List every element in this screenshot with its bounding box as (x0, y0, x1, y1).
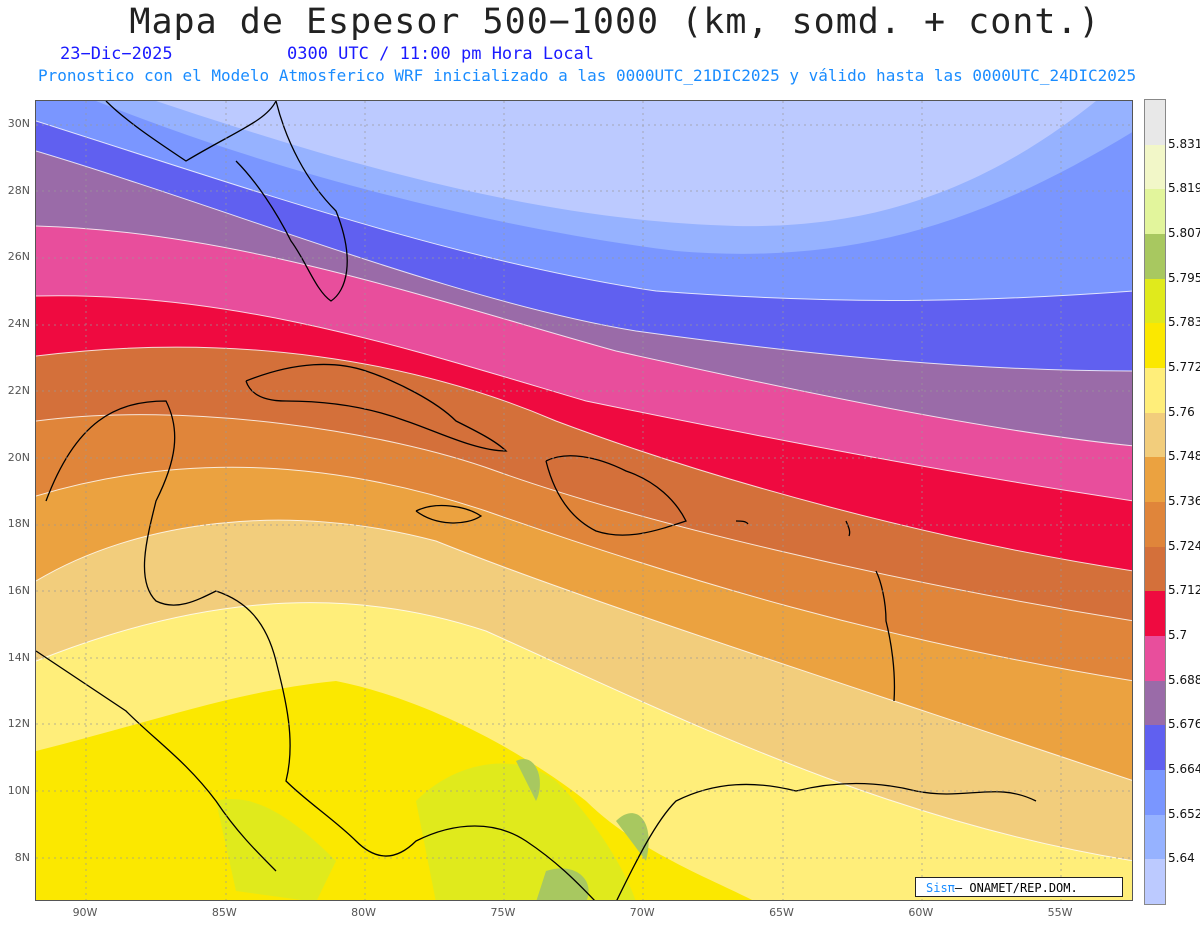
credit-text: ONAMET/REP.DOM. (962, 881, 1078, 895)
legend-value: 5.772 (1168, 360, 1200, 374)
legend-swatch (1145, 144, 1165, 190)
lat-label: 14N (7, 650, 30, 664)
legend-value: 5.783 (1168, 315, 1200, 330)
lon-label: 80W (351, 906, 377, 919)
lat-label: 20N (7, 450, 30, 464)
legend-value: 5.7 (1168, 628, 1188, 642)
legend-value: 5.795 (1168, 270, 1200, 285)
legend-value: 5.819 (1168, 181, 1200, 196)
forecast-time: 0300 UTC / 11:00 pm Hora Local (287, 44, 595, 64)
legend-swatch (1145, 502, 1165, 547)
legend-swatch (1145, 725, 1165, 770)
legend-swatch (1145, 234, 1165, 279)
lon-label: 60W (908, 906, 934, 919)
thickness-map (35, 100, 1133, 901)
legend-swatch (1145, 859, 1165, 904)
legend-value: 5.664 (1168, 762, 1200, 776)
legend-swatch (1145, 814, 1165, 860)
legend-swatch (1145, 457, 1165, 502)
legend-value: 5.831 (1168, 136, 1200, 151)
legend-swatch (1145, 546, 1165, 592)
legend-swatch (1145, 100, 1165, 145)
lat-label: 18N (7, 517, 30, 531)
map-svg (36, 101, 1132, 900)
legend-swatch (1145, 368, 1165, 413)
legend-value: 5.748 (1168, 449, 1200, 464)
lon-label: 70W (629, 906, 655, 919)
credit-brand: Sisπ (926, 881, 955, 895)
color-legend (1144, 99, 1166, 905)
lon-label: 75W (490, 906, 516, 919)
legend-swatch (1145, 323, 1165, 368)
legend-value: 5.676 (1168, 717, 1200, 732)
credit-box: Sisπ– ONAMET/REP.DOM. (915, 877, 1123, 897)
legend-value: 5.807 (1168, 226, 1200, 240)
lat-label: 22N (7, 383, 30, 397)
lat-label: 10N (7, 784, 30, 797)
lat-label: 24N (7, 317, 30, 331)
legend-swatch (1145, 770, 1165, 815)
lon-label: 85W (211, 906, 237, 919)
map-title: Mapa de Espesor 500−1000 (km, somd. + co… (129, 2, 1101, 42)
lat-label: 16N (7, 583, 30, 597)
forecast-date: 23−Dic−2025 (60, 44, 173, 64)
lat-label: 8N (14, 850, 30, 864)
legend-value: 5.724 (1168, 538, 1200, 553)
lat-label: 30N (7, 117, 30, 130)
model-description: Pronostico con el Modelo Atmosferico WRF… (38, 66, 1137, 85)
legend-value: 5.76 (1168, 404, 1195, 419)
lon-label: 90W (72, 906, 98, 919)
legend-value: 5.712 (1168, 583, 1200, 598)
legend-swatch (1145, 680, 1165, 726)
lat-label: 12N (7, 717, 30, 731)
lon-label: 65W (769, 906, 794, 919)
legend-swatch (1145, 591, 1165, 636)
legend-swatch (1145, 636, 1165, 681)
legend-swatch (1145, 412, 1165, 458)
legend-value: 5.64 (1168, 851, 1195, 866)
lat-label: 26N (7, 250, 30, 264)
lon-label: 55W (1047, 906, 1073, 919)
lat-label: 28N (7, 183, 30, 197)
legend-value: 5.652 (1168, 806, 1200, 821)
legend-value: 5.736 (1168, 494, 1200, 508)
legend-swatch (1145, 189, 1165, 234)
legend-value: 5.688 (1168, 672, 1200, 687)
legend-swatch (1145, 278, 1165, 324)
